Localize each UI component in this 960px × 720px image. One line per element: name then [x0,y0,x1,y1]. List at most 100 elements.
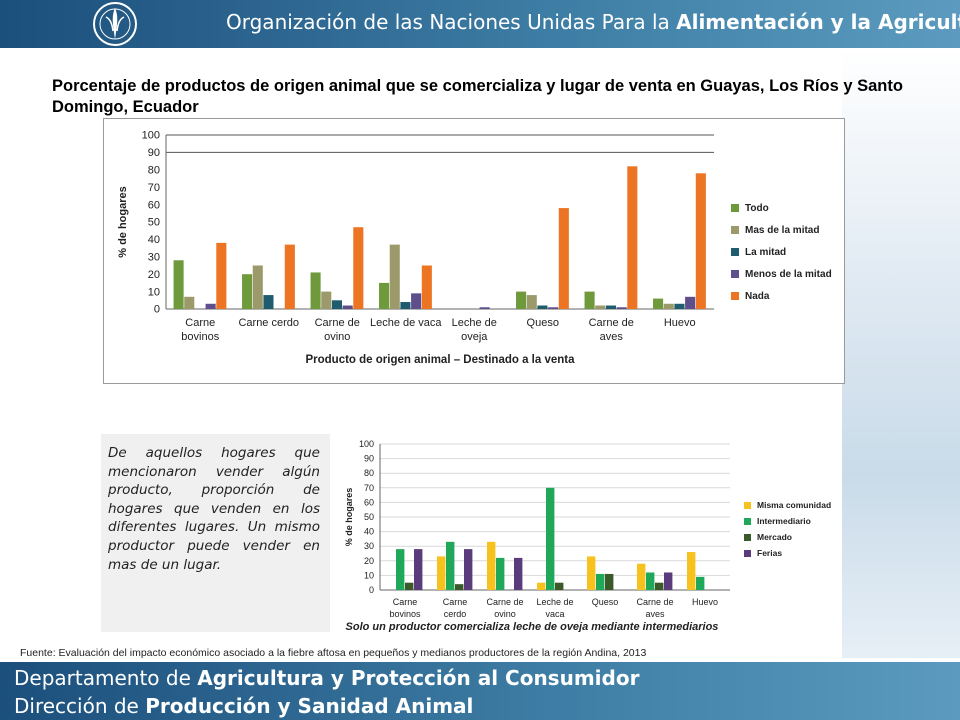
x-tick-label: Carne bovinos [389,597,421,619]
y-tick-label: 10 [364,570,374,580]
bar-ferias [414,549,423,590]
bar-ferias [464,549,473,590]
note-text: De aquellos hogares que mencionaron vend… [108,445,320,573]
legend-label: La mitad [745,247,786,258]
x-tick-label: Carne de ovino [486,597,523,619]
y-tick-label: 0 [154,304,160,316]
y-tick-label: 50 [364,512,374,522]
x-axis-title: Solo un productor comercializa leche de … [346,621,719,632]
x-tick-label: Carne cerdo [238,317,299,329]
bar-mercado [405,582,414,590]
organization-title: Organización de las Naciones Unidas Para… [226,10,960,34]
legend-swatch [744,502,751,509]
legend-swatch [731,248,739,256]
bar-intermediario [696,576,705,590]
bar-mas-de-la-mitad [526,295,537,309]
bar-mas-de-la-mitad [389,244,400,309]
source-note: Fuente: Evaluación del impacto económico… [20,647,647,659]
bar-intermediario [496,557,505,590]
bar-todo [310,272,321,309]
bar-nada [284,244,295,309]
footer-department: Departamento de Agricultura y Protección… [14,666,640,690]
bar-menos-de-la-mitad [342,305,353,309]
bar-la-mitad [263,295,274,309]
bar-la-mitad [537,305,548,309]
legend-label: Nada [745,291,770,302]
y-tick-label: 90 [364,454,374,464]
y-tick-label: 30 [148,251,160,263]
bar-menos-de-la-mitad [548,307,559,309]
bar-mas-de-la-mitad [663,303,674,309]
y-tick-label: 50 [148,217,160,229]
y-tick-label: 10 [148,286,160,298]
bar-mercado [605,573,614,590]
bar-misma-comunidad [537,582,546,590]
bar-mercado [555,582,564,590]
y-tick-label: 70 [148,182,160,194]
bar-mercado [455,584,464,590]
legend-swatch [744,550,751,557]
bar-ferias [514,557,523,590]
bar-la-mitad [605,305,616,309]
y-axis-title: % de hogares [117,186,129,258]
bar-menos-de-la-mitad [411,293,422,309]
bar-menos-de-la-mitad [616,307,627,309]
bar-nada [695,173,706,309]
x-tick-label: Carne de aves [589,317,634,343]
legend-swatch [731,204,739,212]
y-tick-label: 80 [148,164,160,176]
bar-todo [379,282,390,309]
y-tick-label: 30 [364,541,374,551]
footer-bar: Departamento de Agricultura y Protección… [0,662,960,720]
y-axis-title: % de hogares [344,488,354,547]
bar-todo [242,274,253,309]
bar-intermediario [546,487,555,590]
legend-swatch [731,270,739,278]
y-tick-label: 60 [364,497,374,507]
bar-intermediario [446,541,455,590]
legend-label: Mas de la mitad [745,225,819,236]
legend-swatch [731,292,739,300]
side-decoration [842,48,960,658]
bar-misma-comunidad [437,556,446,590]
legend-label: Todo [745,203,769,214]
y-tick-label: 90 [148,147,160,159]
x-tick-label: Leche de vaca [536,597,573,619]
y-tick-label: 20 [148,269,160,281]
x-tick-label: Leche de oveja [452,317,497,343]
y-tick-label: 20 [364,556,374,566]
legend-swatch [744,518,751,525]
y-tick-label: 100 [142,130,160,142]
chart-destinado-venta-frame: 0 10 20 30 40 50 60 70 80 90 100 Carne bovinos Carne … [103,118,845,384]
bar-mercado [655,582,664,590]
x-axis-title: Producto de origen animal – Destinado a … [305,354,575,366]
x-tick-label: Huevo [664,317,696,329]
bar-nada [558,208,569,309]
x-tick-label: Leche de vaca [370,317,442,329]
footer-direction: Dirección de Producción y Sanidad Animal [14,694,474,718]
bar-menos-de-la-mitad [205,303,216,309]
x-tick-label: Carne bovinos [181,317,219,343]
chart-destinado-venta: 0 10 20 30 40 50 60 70 80 90 100 Carne bovinos Carne … [117,130,832,366]
note-panel [101,434,330,632]
chart-lugar-venta-frame: 0 10 20 30 40 50 60 70 80 90 100 Carne bovinos Carne c… [330,434,842,633]
y-tick-label: 100 [359,439,374,449]
chart-lugar-venta: 0 10 20 30 40 50 60 70 80 90 100 Carne bovinos Carne c… [344,439,831,633]
bar-nada [353,227,364,309]
y-tick-label: 40 [364,527,374,537]
bar-todo [653,298,664,309]
legend-label: Intermediario [757,516,811,526]
bar-menos-de-la-mitad [685,296,696,309]
bar-todo [516,291,527,309]
x-tick-label: Carne de aves [636,597,673,619]
y-tick-label: 40 [148,234,160,246]
bar-nada [216,242,227,309]
bar-todo [584,291,595,309]
y-tick-label: 60 [148,199,160,211]
fao-logo-icon [93,2,137,46]
bar-misma-comunidad [587,556,596,590]
bar-ferias [664,572,673,590]
bar-la-mitad [331,300,342,309]
bar-todo [173,260,184,309]
x-tick-label: Queso [592,597,619,607]
